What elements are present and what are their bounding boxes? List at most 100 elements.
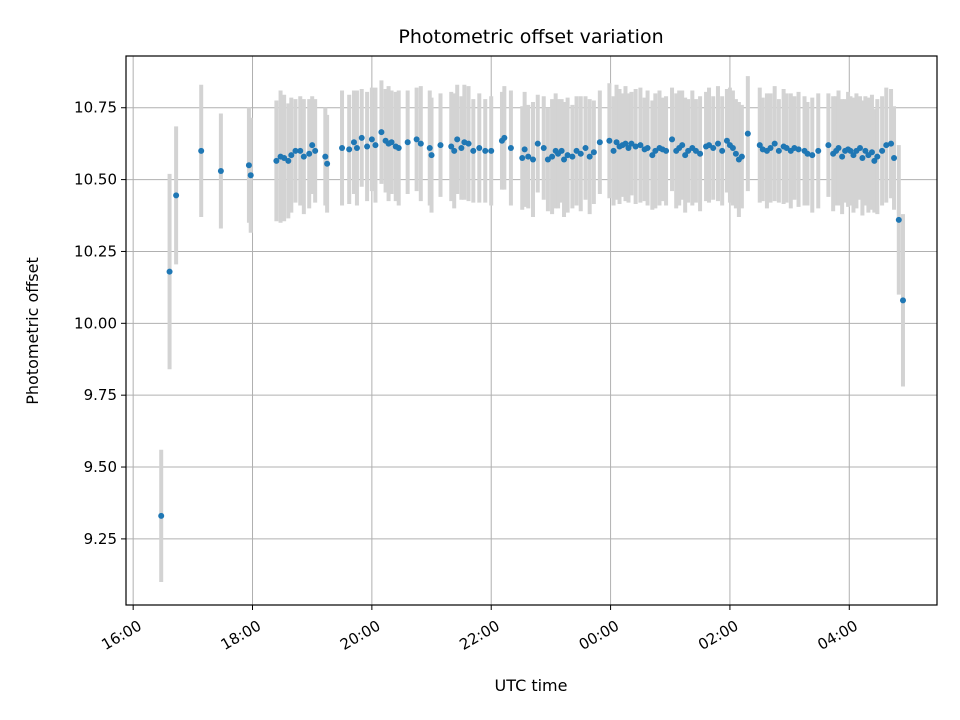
data-point bbox=[710, 144, 717, 151]
data-point bbox=[428, 152, 435, 159]
data-point bbox=[610, 147, 617, 154]
data-point bbox=[564, 152, 571, 159]
data-point bbox=[569, 153, 576, 160]
data-point bbox=[324, 160, 331, 167]
data-point bbox=[613, 139, 620, 146]
data-point bbox=[448, 143, 455, 150]
data-point bbox=[862, 147, 869, 154]
data-point bbox=[637, 142, 644, 149]
x-axis-title: UTC time bbox=[495, 676, 568, 695]
data-point bbox=[622, 140, 629, 147]
data-point bbox=[883, 142, 890, 149]
data-point bbox=[166, 268, 173, 275]
data-point bbox=[835, 144, 842, 151]
data-point bbox=[644, 144, 651, 151]
data-point bbox=[339, 144, 346, 151]
plot-frame bbox=[125, 55, 938, 606]
data-point bbox=[322, 153, 329, 160]
data-point bbox=[395, 144, 402, 151]
data-point bbox=[297, 147, 304, 154]
data-point bbox=[652, 147, 659, 154]
x-tick-label: 22:00 bbox=[456, 617, 502, 654]
data-point bbox=[723, 137, 730, 144]
y-tick-label: 9.25 bbox=[84, 530, 117, 548]
data-point bbox=[729, 144, 736, 151]
data-point bbox=[312, 147, 319, 154]
chart-title: Photometric offset variation bbox=[398, 26, 663, 48]
data-point bbox=[372, 142, 379, 149]
x-tick-label: 00:00 bbox=[576, 617, 622, 654]
data-point bbox=[850, 152, 857, 159]
data-point bbox=[649, 152, 656, 159]
data-point bbox=[549, 153, 556, 160]
data-point bbox=[426, 144, 433, 151]
data-point bbox=[417, 140, 424, 147]
data-point bbox=[697, 150, 704, 157]
data-point bbox=[353, 144, 360, 151]
data-point bbox=[368, 136, 375, 143]
data-point bbox=[525, 153, 532, 160]
y-axis-ticks: 9.25 9.50 9.75 10.00 10.25 10.50 10.75 bbox=[74, 99, 126, 548]
data-point bbox=[470, 147, 477, 154]
data-point bbox=[767, 144, 774, 151]
data-point bbox=[306, 150, 313, 157]
data-point bbox=[857, 144, 864, 151]
data-point bbox=[350, 139, 357, 146]
y-tick-label: 9.50 bbox=[84, 458, 117, 476]
data-point bbox=[596, 139, 603, 146]
data-point bbox=[288, 152, 295, 159]
data-point bbox=[815, 147, 822, 154]
x-tick-label: 20:00 bbox=[337, 617, 383, 654]
data-point bbox=[521, 146, 528, 153]
data-point bbox=[501, 134, 508, 141]
data-point bbox=[669, 136, 676, 143]
data-point bbox=[738, 153, 745, 160]
data-point bbox=[679, 142, 686, 149]
data-point bbox=[632, 143, 639, 150]
data-point bbox=[413, 136, 420, 143]
data-point bbox=[198, 147, 205, 154]
data-point bbox=[871, 157, 878, 164]
data-point bbox=[285, 157, 292, 164]
data-point bbox=[573, 147, 580, 154]
data-point bbox=[346, 146, 353, 153]
data-point bbox=[454, 136, 461, 143]
data-point bbox=[706, 142, 713, 149]
data-point bbox=[529, 156, 536, 163]
data-point bbox=[364, 143, 371, 150]
data-point bbox=[300, 153, 307, 160]
x-axis-ticks: 16:00 18:00 20:00 22:00 00:00 02:00 04:00 bbox=[98, 605, 861, 654]
data-point bbox=[245, 162, 252, 169]
data-point bbox=[891, 155, 898, 162]
data-point bbox=[577, 150, 584, 157]
data-point bbox=[839, 153, 846, 160]
data-point bbox=[534, 140, 541, 147]
data-point bbox=[732, 150, 739, 157]
data-point bbox=[879, 147, 886, 154]
data-point bbox=[378, 129, 385, 136]
data-point bbox=[458, 144, 465, 151]
data-point bbox=[582, 144, 589, 151]
data-point bbox=[451, 147, 458, 154]
data-point bbox=[358, 134, 365, 141]
data-point bbox=[895, 216, 902, 223]
data-point bbox=[809, 152, 816, 159]
data-point bbox=[488, 147, 495, 154]
data-point bbox=[437, 142, 444, 149]
x-tick-label: 02:00 bbox=[695, 617, 741, 654]
data-point bbox=[899, 297, 906, 304]
x-tick-label: 04:00 bbox=[814, 617, 860, 654]
data-point bbox=[309, 142, 316, 149]
data-point bbox=[482, 147, 489, 154]
x-tick-label: 18:00 bbox=[218, 617, 264, 654]
data-point bbox=[465, 140, 472, 147]
data-point bbox=[775, 147, 782, 154]
data-point bbox=[847, 147, 854, 154]
data-point bbox=[744, 130, 751, 137]
data-point bbox=[771, 140, 778, 147]
data-point bbox=[804, 150, 811, 157]
data-point bbox=[888, 140, 895, 147]
data-point bbox=[719, 147, 726, 154]
data-point bbox=[561, 156, 568, 163]
data-point bbox=[507, 144, 514, 151]
